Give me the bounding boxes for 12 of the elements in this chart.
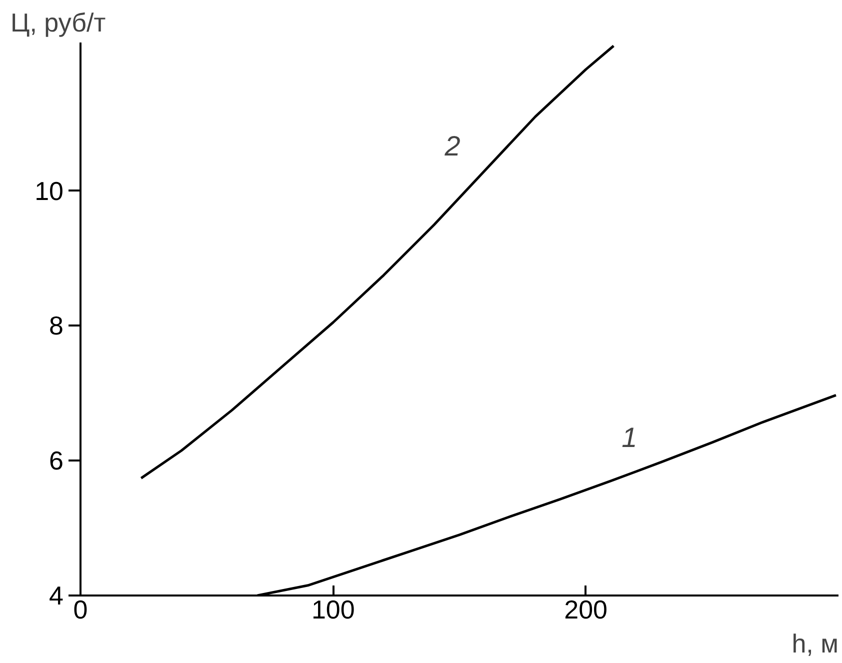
x-tick-label: 100: [311, 594, 355, 624]
y-tick-label: 6: [49, 446, 64, 476]
x-tick-label: 200: [564, 594, 608, 624]
series-label: 2: [444, 130, 461, 162]
line-series: [140, 44, 615, 480]
y-axis-title: Ц, руб/т: [10, 8, 106, 38]
x-tick-label: 0: [73, 594, 88, 624]
y-tick-label: 8: [49, 310, 64, 341]
y-tick-label: 10: [34, 176, 64, 206]
y-tick-label: 4: [49, 580, 64, 610]
x-axis-title: h, м: [792, 628, 839, 658]
series-label: 1: [622, 422, 638, 453]
